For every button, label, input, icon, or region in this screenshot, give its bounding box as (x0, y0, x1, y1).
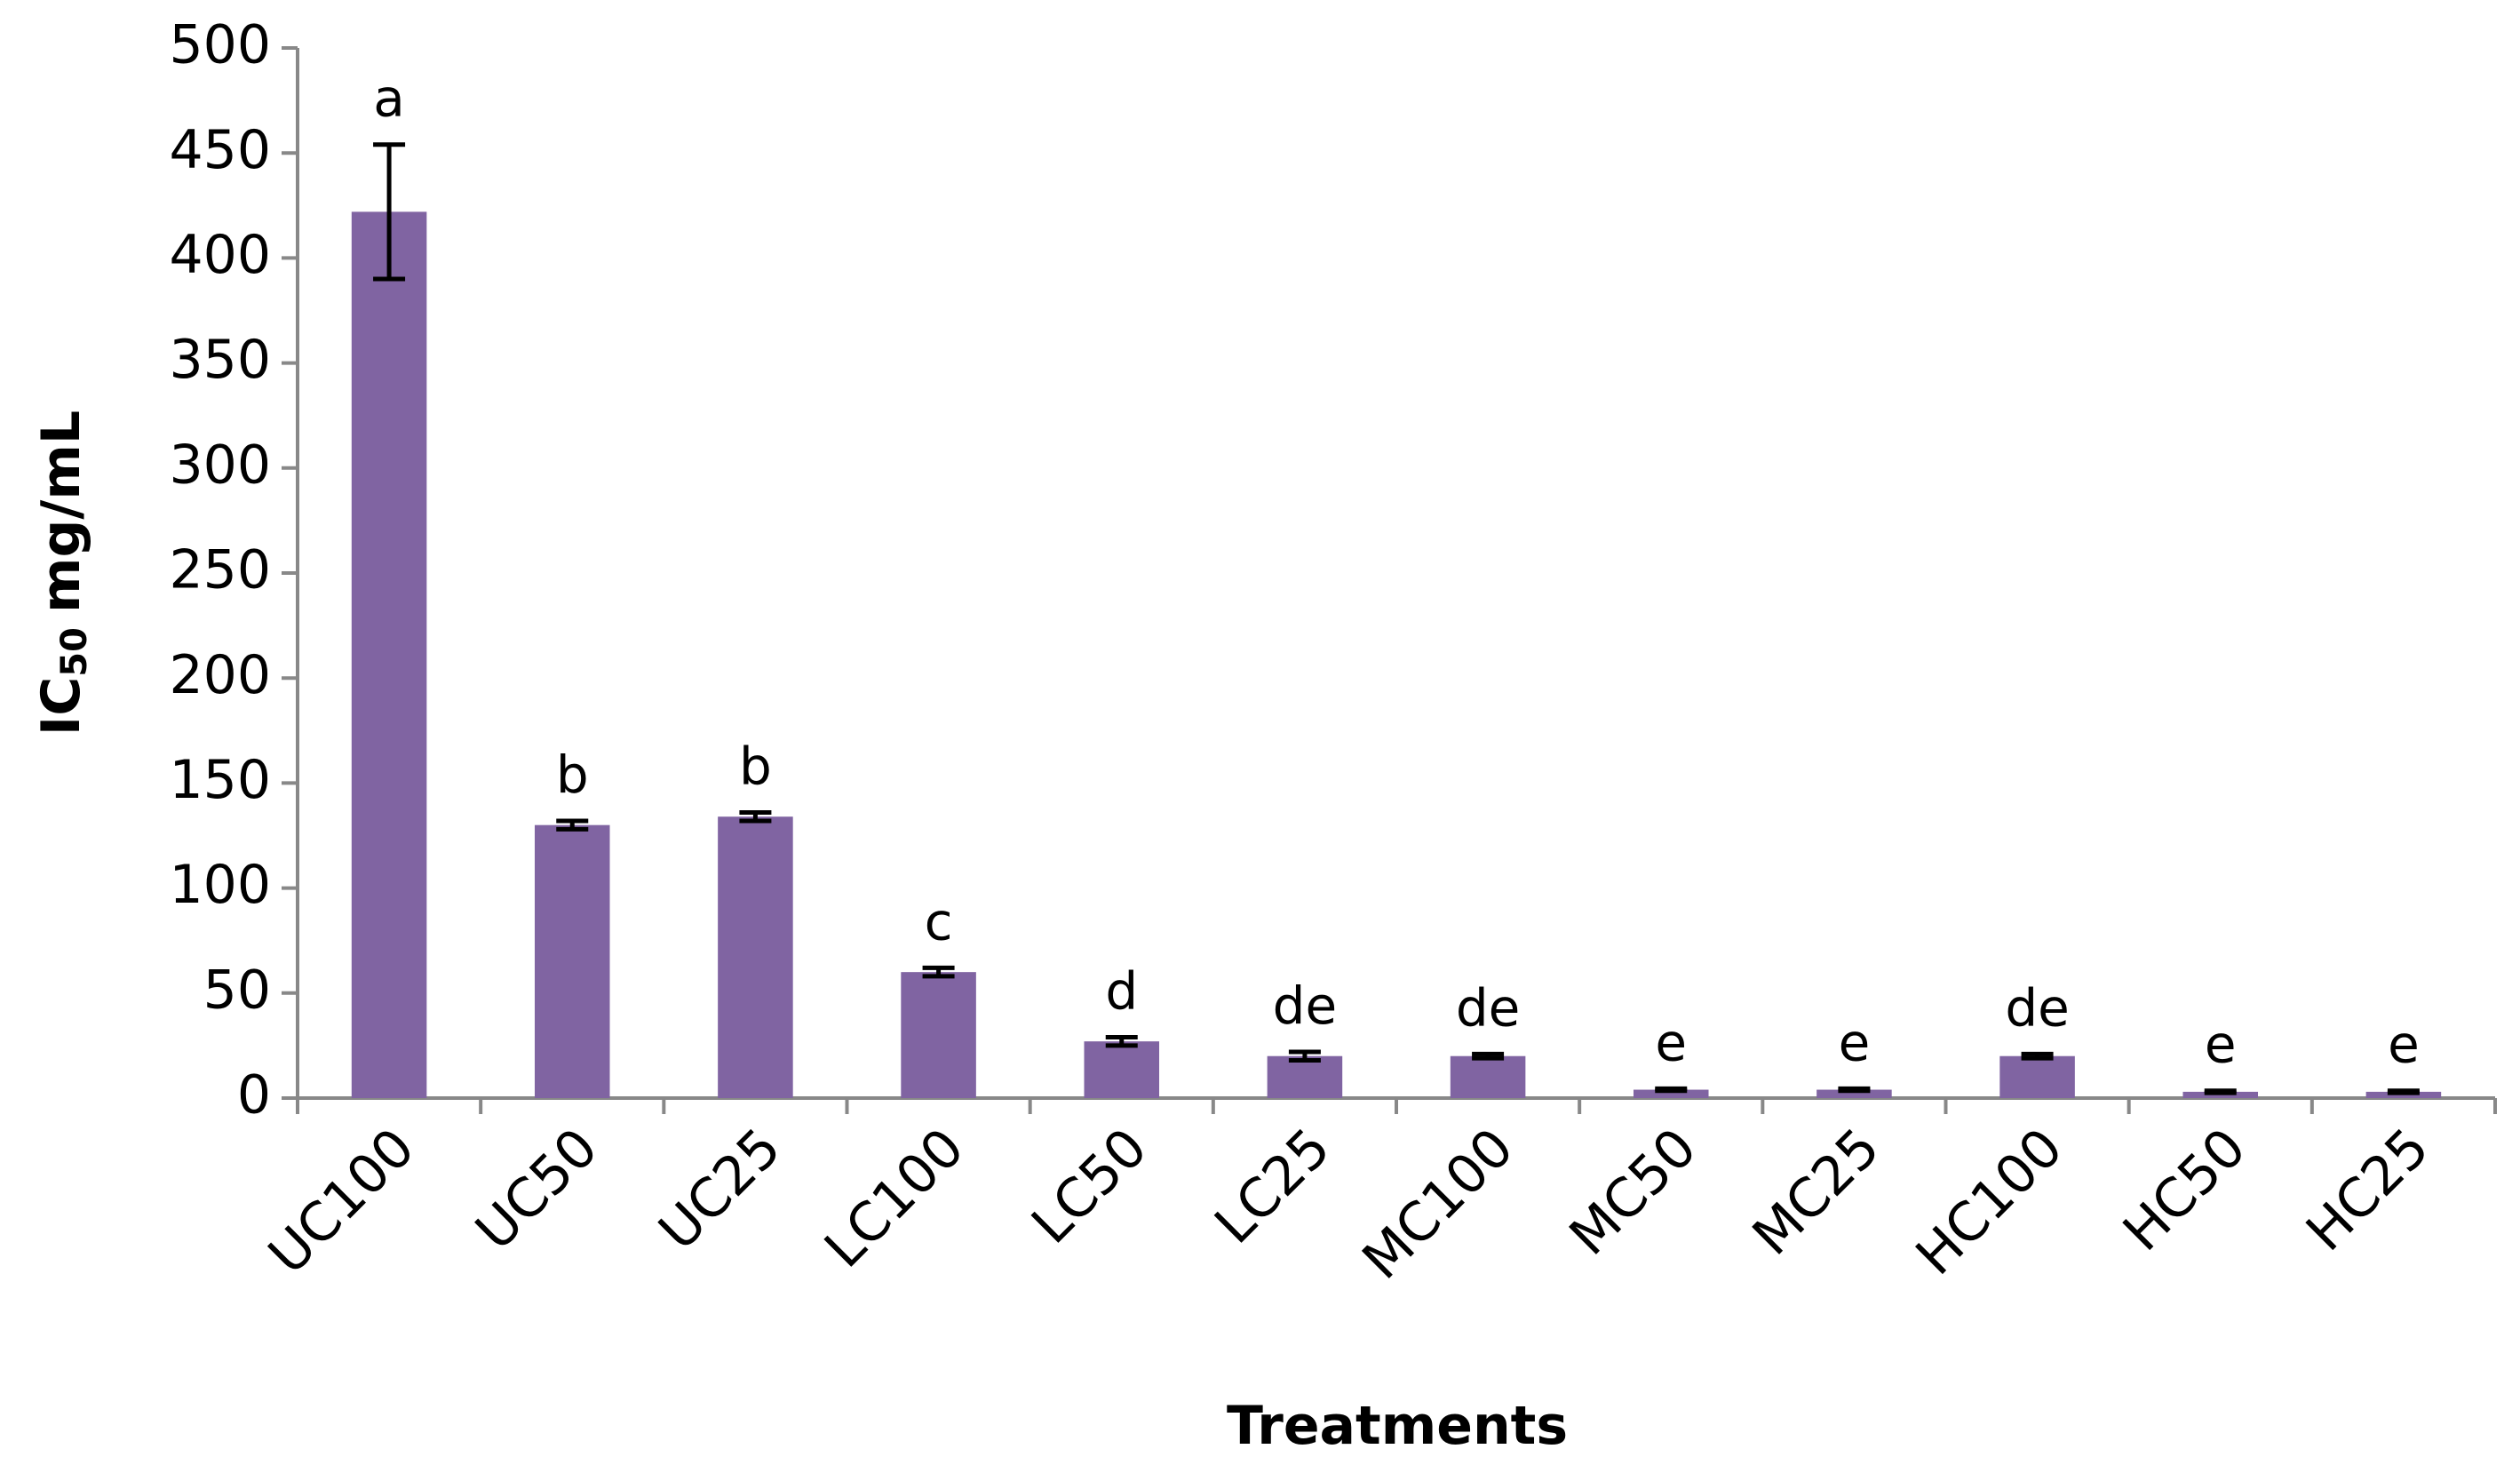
y-title-main: IC (30, 677, 92, 736)
x-tick-label: LC25 (1204, 1117, 1343, 1256)
error-bar (556, 818, 589, 832)
y-title-sub: 50 (54, 627, 95, 677)
error-bar (922, 965, 955, 979)
y-tick-label: 300 (169, 434, 271, 496)
significance-letter: de (1273, 975, 1338, 1036)
y-axis-title: IC50 mg/mL (30, 410, 95, 736)
x-tick-label: HC50 (2111, 1117, 2258, 1263)
bar (1267, 1055, 1343, 1098)
bar (1084, 1041, 1160, 1098)
y-tick-label: 150 (169, 749, 271, 811)
error-bar (2204, 1088, 2237, 1095)
y-tick-label: 100 (169, 854, 271, 916)
bar (718, 816, 793, 1098)
x-tick-label: MC100 (1351, 1117, 1526, 1292)
x-tick-label: UC25 (648, 1117, 793, 1262)
significance-letter: e (1655, 1012, 1687, 1072)
significance-letter: a (373, 68, 405, 129)
error-bar (373, 142, 406, 282)
y-title-unit: mg/mL (30, 410, 92, 613)
y-tick-label: 450 (169, 119, 271, 181)
y-tick-label: 0 (237, 1064, 271, 1127)
x-tick-label: HC25 (2294, 1117, 2441, 1263)
error-bar (1655, 1086, 1688, 1094)
x-tick-label: MC25 (1741, 1117, 1892, 1268)
bar (1633, 1089, 1709, 1098)
bar (901, 972, 976, 1098)
significance-letter: b (556, 744, 589, 805)
error-bar (1288, 1049, 1321, 1063)
x-axis-title: Treatments (1227, 1395, 1568, 1457)
error-bar (1105, 1034, 1138, 1048)
error-bar (739, 809, 772, 824)
bar (1999, 1055, 2075, 1098)
error-bar (1472, 1051, 1505, 1061)
error-bar (1838, 1086, 1871, 1094)
y-tick-label: 500 (169, 14, 271, 76)
significance-letter: b (739, 736, 772, 796)
y-tick-label: 350 (169, 329, 271, 391)
y-tick-label: 50 (203, 959, 271, 1021)
significance-letter: c (925, 891, 953, 952)
x-tick-label: UC50 (464, 1117, 609, 1262)
x-tick-label: MC50 (1558, 1117, 1709, 1268)
bar (351, 211, 427, 1099)
x-tick-label: LC100 (813, 1117, 976, 1280)
significance-letter: e (2388, 1015, 2420, 1075)
significance-letter: e (1839, 1012, 1871, 1072)
x-tick-label: LC50 (1020, 1117, 1159, 1256)
error-bar (2387, 1088, 2420, 1095)
x-tick-label: UC100 (257, 1117, 426, 1286)
bar (534, 824, 610, 1098)
bar (1450, 1055, 1526, 1098)
significance-letter: d (1105, 960, 1138, 1021)
y-tick-label: 250 (169, 539, 271, 601)
y-tick-label: 200 (169, 644, 271, 706)
bar (1816, 1089, 1892, 1098)
error-bar (2021, 1051, 2054, 1061)
x-tick-label: HC100 (1904, 1117, 2075, 1287)
significance-letter: de (2005, 977, 2070, 1038)
significance-letter: de (1456, 977, 1521, 1038)
significance-letter: e (2205, 1015, 2237, 1075)
y-tick-label: 400 (169, 224, 271, 286)
